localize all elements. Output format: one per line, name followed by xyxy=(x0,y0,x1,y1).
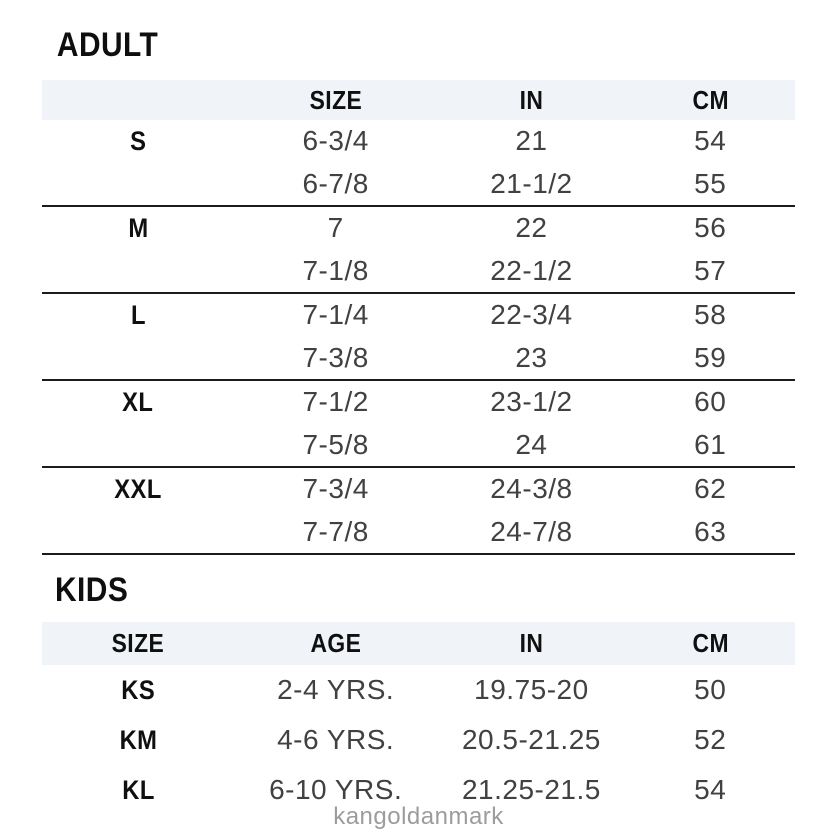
cm-value: 62 xyxy=(694,473,727,505)
cm-value: 60 xyxy=(694,386,727,418)
hat-size-value: 7-5/8 xyxy=(302,428,369,460)
cm-value: 63 xyxy=(694,515,727,547)
cm-value: 54 xyxy=(694,774,727,805)
hat-size-value: 7-3/8 xyxy=(302,341,369,373)
hat-size-value: 7-1/8 xyxy=(302,254,369,286)
age-value: 6-10 YRS. xyxy=(269,774,403,805)
adult-header-in: IN xyxy=(519,84,544,115)
hat-size-value: 7-1/4 xyxy=(302,299,369,331)
kids-table-header: SIZE AGE IN CM xyxy=(42,622,795,665)
kids-header-in: IN xyxy=(519,628,544,658)
adult-title-text: ADULT xyxy=(56,26,159,64)
adult-size-group-m: M 7 22 56 7-1/8 22-1/2 57 xyxy=(42,207,795,294)
cm-value: 57 xyxy=(694,254,727,286)
kids-header-size: SIZE xyxy=(111,628,165,658)
content-area: ADULT SIZE IN CM S 6-3/4 21 54 6-7/8 21-… xyxy=(0,28,838,831)
adult-size-group-s: S 6-3/4 21 54 6-7/8 21-1/2 55 xyxy=(42,120,795,207)
hat-size-value: 7 xyxy=(327,212,344,244)
adult-header-size: SIZE xyxy=(309,84,362,115)
inches-value: 22 xyxy=(515,212,548,244)
inches-value: 24-7/8 xyxy=(490,515,573,547)
inches-value: 23-1/2 xyxy=(490,386,573,418)
cm-value: 58 xyxy=(694,299,727,331)
kids-section-title: KIDS xyxy=(50,573,795,607)
size-letter: XXL xyxy=(114,473,162,504)
adult-section-title: ADULT xyxy=(50,28,795,62)
watermark-text: kangoldanmark xyxy=(333,803,504,830)
adult-header-cm: CM xyxy=(692,84,729,115)
table-row: L 7-1/4 22-3/4 58 xyxy=(42,294,795,337)
cm-value: 56 xyxy=(694,212,727,244)
kids-row-ks: KS 2-4 YRS. 19.75-20 50 xyxy=(42,665,795,715)
table-row: S 6-3/4 21 54 xyxy=(42,120,795,163)
table-row: 7-1/8 22-1/2 57 xyxy=(42,250,795,293)
table-row: 6-7/8 21-1/2 55 xyxy=(42,163,795,206)
hat-size-value: 7-7/8 xyxy=(302,515,369,547)
table-row: M 7 22 56 xyxy=(42,207,795,250)
inches-value: 21 xyxy=(515,125,548,157)
kids-row-km: KM 4-6 YRS. 20.5-21.25 52 xyxy=(42,715,795,765)
size-letter: KL xyxy=(121,774,155,805)
kids-header-age: AGE xyxy=(310,628,362,658)
inches-value: 24 xyxy=(515,428,548,460)
inches-value: 21.25-21.5 xyxy=(461,774,601,805)
cm-value: 59 xyxy=(694,341,727,373)
table-row: 7-5/8 24 61 xyxy=(42,424,795,467)
adult-size-group-xxl: XXL 7-3/4 24-3/8 62 7-7/8 24-7/8 63 xyxy=(42,468,795,555)
adult-size-group-l: L 7-1/4 22-3/4 58 7-3/8 23 59 xyxy=(42,294,795,381)
size-letter: S xyxy=(129,125,147,156)
inches-value: 19.75-20 xyxy=(474,674,589,705)
table-row: XXL 7-3/4 24-3/8 62 xyxy=(42,468,795,511)
hat-size-value: 6-7/8 xyxy=(302,167,369,199)
age-value: 4-6 YRS. xyxy=(277,724,395,755)
size-letter: KS xyxy=(121,674,155,705)
cm-value: 61 xyxy=(694,428,727,460)
age-value: 2-4 YRS. xyxy=(277,674,395,705)
cm-value: 52 xyxy=(694,724,727,755)
cm-value: 54 xyxy=(694,125,727,157)
adult-table-header: SIZE IN CM xyxy=(42,80,795,120)
kids-row-kl: KL 6-10 YRS. 21.25-21.5 54 xyxy=(42,765,795,815)
adult-header-blank xyxy=(42,91,234,109)
size-letter: KM xyxy=(119,724,157,755)
inches-value: 20.5-21.25 xyxy=(461,724,601,755)
kids-size-table: SIZE AGE IN CM KS 2-4 YRS. 19.75-20 50 K… xyxy=(42,622,795,815)
adult-size-table: SIZE IN CM S 6-3/4 21 54 6-7/8 21-1/2 55 xyxy=(42,80,795,555)
inches-value: 21-1/2 xyxy=(490,167,573,199)
cm-value: 50 xyxy=(694,674,727,705)
cm-value: 55 xyxy=(694,167,727,199)
table-row: 7-7/8 24-7/8 63 xyxy=(42,511,795,554)
adult-size-group-xl: XL 7-1/2 23-1/2 60 7-5/8 24 61 xyxy=(42,381,795,468)
inches-value: 23 xyxy=(515,341,548,373)
size-letter: XL xyxy=(122,386,154,417)
size-letter: L xyxy=(130,299,146,330)
table-row: XL 7-1/2 23-1/2 60 xyxy=(42,381,795,424)
size-letter: M xyxy=(127,212,149,243)
kids-title-text: KIDS xyxy=(54,571,129,609)
inches-value: 22-3/4 xyxy=(490,299,573,331)
table-row: 7-3/8 23 59 xyxy=(42,337,795,380)
kids-header-cm: CM xyxy=(692,628,729,658)
hat-size-value: 7-3/4 xyxy=(302,473,369,505)
hat-size-value: 6-3/4 xyxy=(302,125,369,157)
hat-size-value: 7-1/2 xyxy=(302,386,369,418)
inches-value: 24-3/8 xyxy=(490,473,573,505)
inches-value: 22-1/2 xyxy=(490,254,573,286)
